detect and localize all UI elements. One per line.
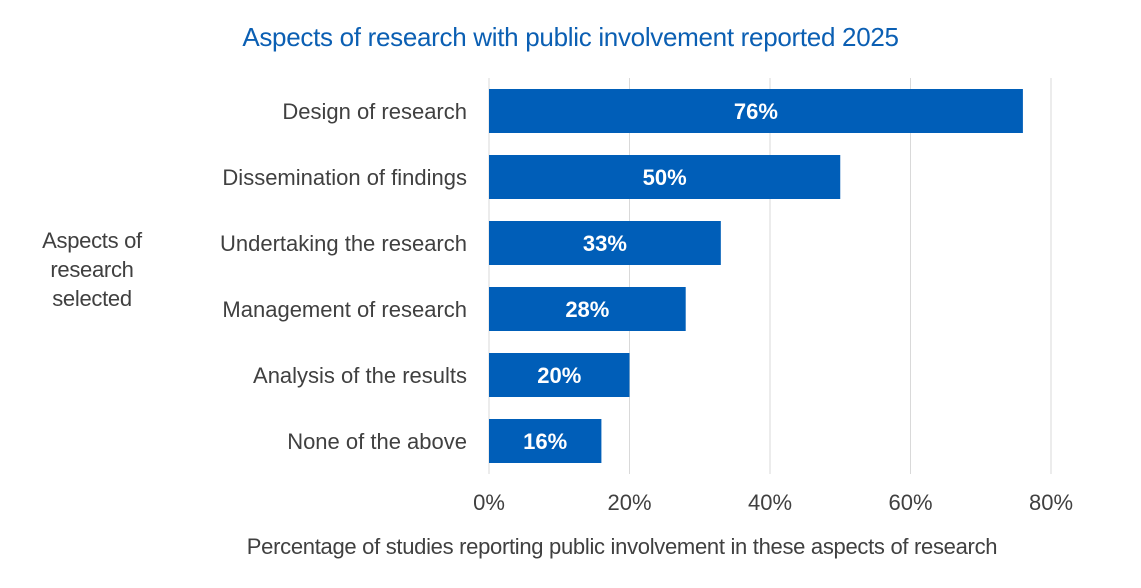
bar xyxy=(489,287,686,331)
category-label: Design of research xyxy=(282,99,467,124)
category-label: Dissemination of findings xyxy=(222,165,467,190)
category-label: Management of research xyxy=(222,297,467,322)
bar xyxy=(489,419,602,463)
bars xyxy=(489,89,1023,463)
gridlines xyxy=(488,78,1052,474)
category-label: Analysis of the results xyxy=(253,363,467,388)
data-label: 28% xyxy=(565,297,609,322)
data-labels: 76% 50% 33% 28% 20% 16% xyxy=(523,99,778,454)
data-label: 33% xyxy=(583,231,627,256)
data-label: 50% xyxy=(643,165,687,190)
data-label: 76% xyxy=(734,99,778,124)
x-tick-label: 0% xyxy=(473,490,505,515)
category-label: None of the above xyxy=(287,429,467,454)
category-labels: Design of research Dissemination of findi… xyxy=(220,99,467,454)
bar xyxy=(489,353,630,397)
bar xyxy=(489,89,1023,133)
bar xyxy=(489,155,841,199)
data-label: 20% xyxy=(537,363,581,388)
chart-title: Aspects of research with public involvem… xyxy=(242,22,899,52)
category-label: Undertaking the research xyxy=(220,231,467,256)
x-tick-label: 60% xyxy=(888,490,932,515)
bar xyxy=(489,221,721,265)
x-tick-label: 80% xyxy=(1029,490,1073,515)
x-tick-label: 40% xyxy=(748,490,792,515)
y-axis-title: Aspects of research selected xyxy=(42,228,142,311)
x-tick-label: 20% xyxy=(607,490,651,515)
data-label: 16% xyxy=(523,429,567,454)
x-tick-labels: 0% 20% 40% 60% 80% xyxy=(473,490,1073,515)
x-axis-title: Percentage of studies reporting public i… xyxy=(246,534,998,559)
